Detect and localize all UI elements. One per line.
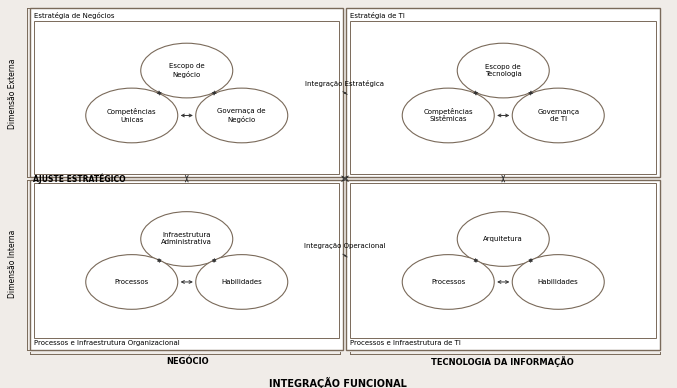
Text: Governaça de
Negócio: Governaça de Negócio: [217, 108, 266, 123]
Text: Arquitetura: Arquitetura: [483, 236, 523, 242]
Ellipse shape: [512, 88, 605, 143]
Text: Processos e Infraestrutura Organizacional: Processos e Infraestrutura Organizaciona…: [34, 340, 180, 346]
Text: Estratégia de Negócios: Estratégia de Negócios: [34, 12, 114, 19]
Ellipse shape: [86, 88, 178, 143]
Text: Dimensão Externa: Dimensão Externa: [9, 58, 18, 128]
Ellipse shape: [512, 255, 605, 309]
Text: Processos: Processos: [114, 279, 149, 285]
Text: Integração Operacional: Integração Operacional: [304, 243, 386, 249]
Ellipse shape: [196, 255, 288, 309]
Text: Competências
Únicas: Competências Únicas: [107, 108, 156, 123]
Text: TECNOLOGIA DA INFORMAÇÃO: TECNOLOGIA DA INFORMAÇÃO: [431, 356, 574, 367]
Ellipse shape: [141, 43, 233, 98]
Text: Infraestrutura
Administrativa: Infraestrutura Administrativa: [161, 232, 212, 246]
Text: NEGÓCIO: NEGÓCIO: [166, 357, 209, 366]
Ellipse shape: [457, 212, 549, 266]
Text: Processos: Processos: [431, 279, 465, 285]
Text: Escopo de
Tecnologia: Escopo de Tecnologia: [485, 64, 521, 77]
FancyBboxPatch shape: [30, 8, 343, 177]
Ellipse shape: [402, 88, 494, 143]
FancyBboxPatch shape: [351, 21, 656, 174]
Ellipse shape: [402, 255, 494, 309]
Text: AJUSTE ESTRATÉGICO: AJUSTE ESTRATÉGICO: [33, 173, 126, 184]
Text: Integração Estratégica: Integração Estratégica: [305, 80, 385, 87]
Text: Processos e Infraestrutura de TI: Processos e Infraestrutura de TI: [351, 340, 461, 346]
Text: INTEGRAÇÃO FUNCIONAL: INTEGRAÇÃO FUNCIONAL: [269, 377, 407, 388]
FancyBboxPatch shape: [34, 183, 339, 338]
FancyBboxPatch shape: [347, 180, 660, 350]
Text: Habilidades: Habilidades: [538, 279, 579, 285]
Ellipse shape: [86, 255, 178, 309]
Text: Governança
de TI: Governança de TI: [537, 109, 580, 122]
Ellipse shape: [196, 88, 288, 143]
FancyBboxPatch shape: [34, 21, 339, 174]
Text: Estratégia de TI: Estratégia de TI: [351, 12, 406, 19]
Text: Habilidades: Habilidades: [221, 279, 262, 285]
Text: Escopo de
Negócio: Escopo de Negócio: [169, 64, 204, 78]
Ellipse shape: [141, 212, 233, 266]
Text: Competências
Sistêmicas: Competências Sistêmicas: [423, 109, 473, 123]
FancyBboxPatch shape: [347, 8, 660, 177]
FancyBboxPatch shape: [351, 183, 656, 338]
Text: Dimensão Interna: Dimensão Interna: [9, 230, 18, 298]
FancyBboxPatch shape: [30, 180, 343, 350]
Ellipse shape: [457, 43, 549, 98]
